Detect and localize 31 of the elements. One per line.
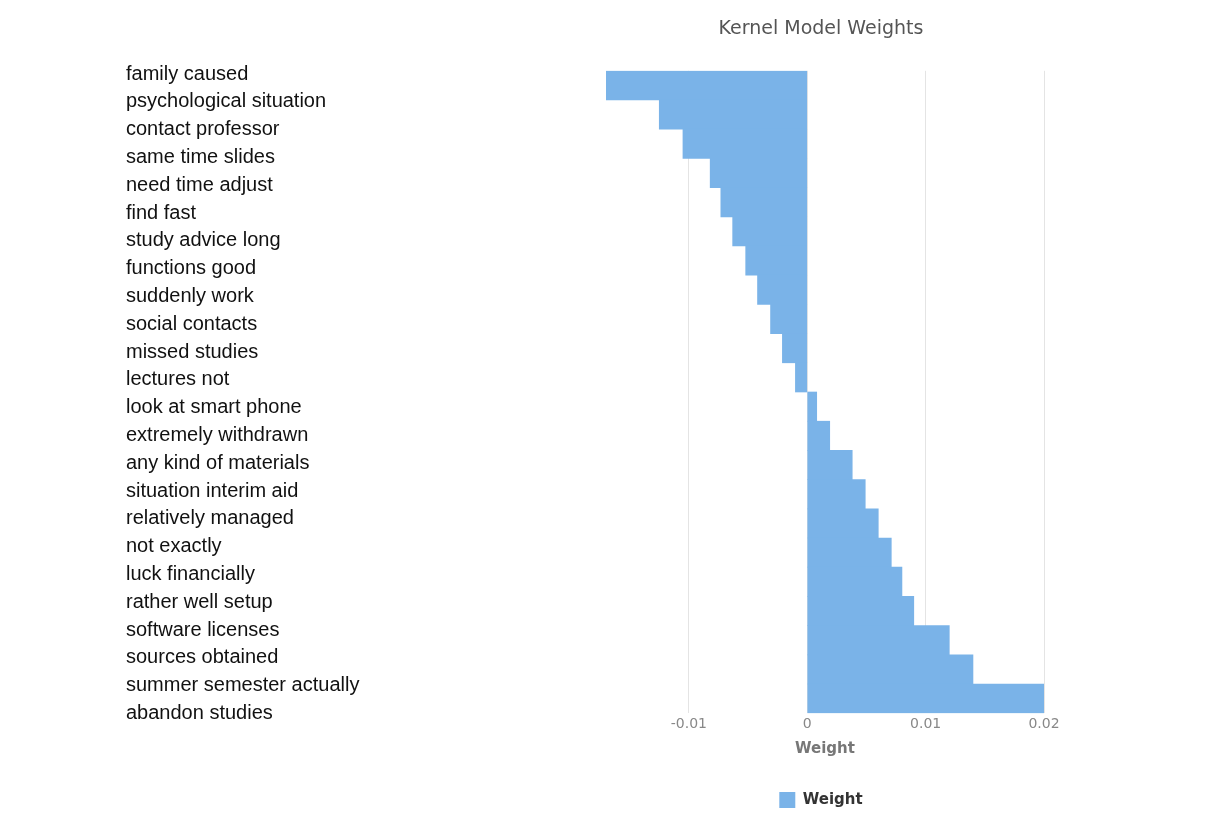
text: relatively managed [126,506,294,529]
text: study advice long [126,228,281,251]
text: same time slides [126,144,275,167]
source-note: sources obtained [126,645,279,668]
text: software licenses [126,617,280,640]
text: extremely withdrawn [126,422,309,445]
x-tick-label: 0 [802,715,812,732]
text: functions good [126,256,257,279]
text: need time adjust [126,172,274,195]
text: family caused [126,61,249,84]
text: rather well setup [126,589,273,612]
text: abandon studies [126,700,273,723]
text: luck financially [126,561,255,584]
text: not exactly [126,534,222,557]
legend-label: Weight [802,789,863,808]
text: situation interim aid [126,478,299,501]
x-tick-label: 0.01 [910,715,942,732]
x-tick-label: 0.02 [1028,715,1060,732]
x-tick-label: -0.01 [670,715,707,732]
text: find fast [126,200,197,223]
text: social contacts [126,311,258,334]
text: psychological situation [126,89,327,112]
text: any kind of materials [126,450,310,473]
text: summer semester actually [126,673,360,696]
text: lectures not [126,367,230,390]
x-axis-title: Weight [795,738,855,757]
chart-title: Kernel Model Weights [718,16,924,39]
text: missed studies [126,339,259,362]
text: look at smart phone [126,395,302,418]
text: contact professor [126,117,280,140]
text: suddenly work [126,283,255,306]
